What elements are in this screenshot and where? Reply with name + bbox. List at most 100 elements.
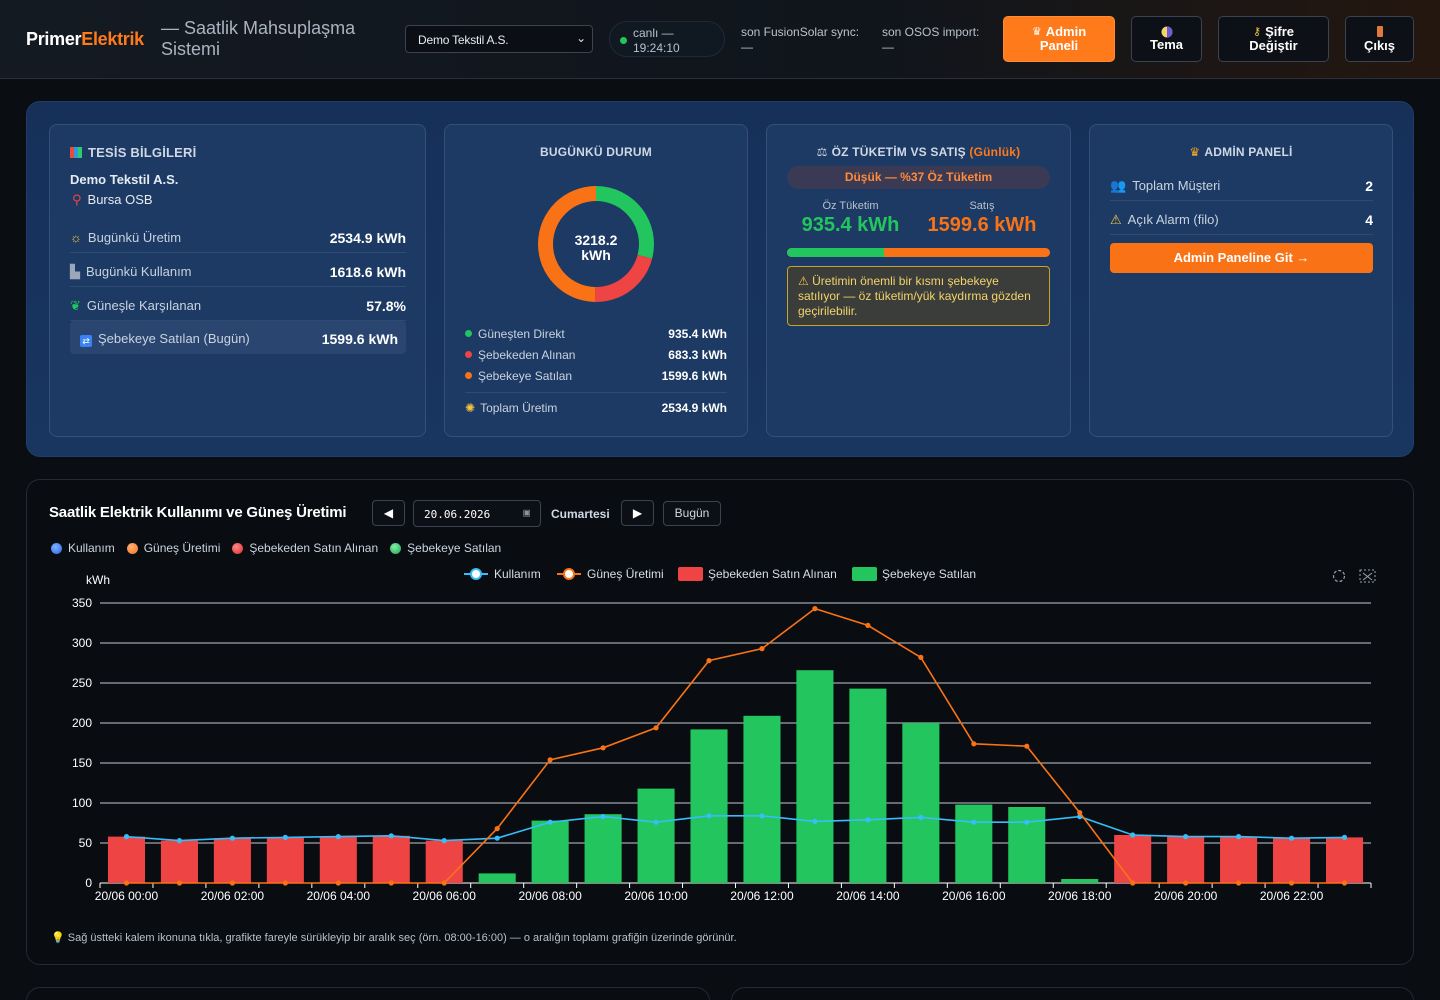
x-tick-label: 20/06 18:00 bbox=[1048, 889, 1112, 903]
legend-swatch bbox=[678, 567, 703, 581]
chart-icon bbox=[70, 147, 82, 158]
x-tick-label: 20/06 02:00 bbox=[201, 889, 265, 903]
x-tick-label: 20/06 04:00 bbox=[307, 889, 371, 903]
donut-slice bbox=[594, 254, 653, 302]
x-tick-label: 20/06 20:00 bbox=[1154, 889, 1218, 903]
data-point bbox=[1130, 832, 1136, 838]
legend-label: Şebekeden Satın Alınan bbox=[708, 567, 837, 581]
facility-row-grid-sold: ⇄ Şebekeye Satılan (Bugün) 1599.6 kWh bbox=[70, 321, 406, 354]
fusion-sync-status: son FusionSolar sync: — bbox=[741, 25, 859, 55]
reset-zoom-cross bbox=[1362, 572, 1373, 581]
divider bbox=[465, 392, 727, 393]
data-point bbox=[123, 880, 130, 886]
sun-icon: ☼ bbox=[70, 230, 82, 245]
brand-primary: Primer bbox=[26, 29, 82, 49]
x-tick-label: 20/06 08:00 bbox=[518, 889, 582, 903]
lower-card-right bbox=[731, 987, 1414, 1000]
today-status-card: BUGÜNKÜ DURUM 3218.2 kWh Güneşten Direkt… bbox=[444, 124, 748, 437]
x-tick-label: 20/06 06:00 bbox=[413, 889, 477, 903]
data-point bbox=[335, 834, 341, 840]
total-production-row: ✺ Toplam Üretim 2534.9 kWh bbox=[465, 401, 727, 421]
today-button[interactable]: Bugün bbox=[663, 501, 721, 526]
admin-btn-line1: Admin bbox=[1045, 24, 1087, 39]
scale-icon: ⚖ bbox=[816, 145, 828, 159]
legend-marker bbox=[563, 568, 575, 580]
data-point bbox=[1288, 835, 1295, 841]
osos-import-status: son OSOS import: — bbox=[882, 25, 979, 55]
data-point bbox=[176, 880, 183, 886]
calendar-icon[interactable]: ▣ bbox=[523, 506, 530, 519]
goto-admin-button[interactable]: Admin Paneline Git → bbox=[1110, 243, 1373, 273]
logout-label: Çıkış bbox=[1363, 37, 1396, 53]
data-point bbox=[388, 880, 394, 886]
data-point bbox=[494, 826, 500, 832]
donut-unit: kWh bbox=[581, 247, 611, 263]
data-point bbox=[1024, 819, 1030, 825]
theme-button[interactable]: Tema bbox=[1131, 16, 1202, 62]
ratio-bar-fill bbox=[787, 248, 885, 257]
data-point bbox=[653, 725, 659, 731]
filter-usage[interactable]: Kullanım bbox=[51, 541, 115, 555]
facility-card: TESİS BİLGİLERİ Demo Tekstil A.S. ⚲ Bursa… bbox=[49, 124, 426, 437]
sale-stat: Satış 1599.6 kWh bbox=[923, 200, 1041, 237]
admin-title-text: ADMİN PANELİ bbox=[1204, 145, 1293, 159]
change-password-button[interactable]: ⚷ Şifre Değiştir bbox=[1218, 16, 1329, 62]
legend-label: Şebekeye Satılan bbox=[882, 567, 976, 581]
bar-grid-out bbox=[1008, 807, 1046, 883]
bar-grid-out bbox=[584, 814, 622, 883]
users-icon: 👥 bbox=[1110, 178, 1127, 193]
filter-solar[interactable]: Güneş Üretimi bbox=[126, 541, 220, 555]
data-point bbox=[494, 835, 500, 841]
reset-zoom-icon[interactable] bbox=[1359, 569, 1376, 583]
live-label: canlı — bbox=[633, 26, 674, 40]
series-line bbox=[126, 607, 1345, 884]
lower-card-left bbox=[26, 987, 710, 1000]
key-icon: ⚷ bbox=[1253, 26, 1262, 38]
x-tick-label: 20/06 10:00 bbox=[624, 889, 688, 903]
row-label: Bugünkü Kullanım bbox=[86, 264, 192, 279]
warning-box: ⚠ Üretimin önemli bir kısmı şebekeye sat… bbox=[787, 266, 1050, 326]
row-value: 4 bbox=[1365, 212, 1373, 228]
hourly-chart[interactable]: kWh 0 50 100 150 200 250 300 350 20/06 00:00 20/06… bbox=[27, 560, 1413, 910]
chart-legend-item: Şebekeye Satılan bbox=[852, 567, 976, 581]
bar-grid-out bbox=[690, 729, 728, 883]
filter-grid-in[interactable]: Şebekeden Satın Alınan bbox=[232, 541, 378, 555]
legend-label: Güneş Üretimi bbox=[587, 567, 664, 581]
row-value: 57.8% bbox=[366, 298, 406, 314]
facility-location: ⚲ Bursa OSB bbox=[72, 192, 153, 208]
logout-button[interactable]: Çıkış bbox=[1345, 16, 1414, 62]
ratio-bar bbox=[787, 248, 1050, 257]
next-day-button[interactable]: ▶ bbox=[621, 500, 654, 526]
legend-label: Kullanım bbox=[494, 567, 541, 581]
bar-grid-in bbox=[1325, 837, 1364, 883]
x-tick-label: 20/06 00:00 bbox=[95, 889, 159, 903]
filter-label: Şebekeden Satın Alınan bbox=[249, 541, 379, 555]
warning-icon: ⚠ bbox=[798, 274, 809, 288]
y-tick-label: 50 bbox=[79, 836, 93, 850]
legend-label: Güneşten Direkt bbox=[478, 327, 565, 341]
data-point bbox=[229, 835, 235, 841]
row-label: Bugünkü Üretim bbox=[87, 230, 182, 245]
theme-label: Tema bbox=[1150, 37, 1183, 52]
company-select[interactable]: Demo Tekstil A.S. ⌄ bbox=[405, 25, 593, 53]
data-point bbox=[1130, 880, 1136, 886]
admin-btn-line2: Paneli bbox=[1039, 38, 1079, 53]
data-point bbox=[176, 838, 183, 844]
legend-swatch bbox=[852, 567, 877, 581]
zoom-select-icon[interactable] bbox=[1332, 569, 1346, 583]
password-btn-line1: Şifre bbox=[1265, 24, 1294, 39]
prev-day-button[interactable]: ◀ bbox=[372, 500, 405, 526]
date-input[interactable]: 20.06.2026 ▣ bbox=[413, 500, 541, 527]
row-label: Toplam Müşteri bbox=[1132, 178, 1221, 193]
filter-grid-out[interactable]: Şebekeye Satılan bbox=[390, 541, 501, 555]
status-badge: Düşük — %37 Öz Tüketim bbox=[787, 166, 1050, 189]
donut-total: 3218.2 bbox=[574, 232, 618, 248]
half-moon-icon bbox=[1161, 26, 1172, 38]
facility-name: Demo Tekstil A.S. bbox=[70, 172, 179, 187]
bar-grid-out bbox=[902, 723, 940, 883]
data-point bbox=[759, 813, 765, 819]
admin-card: ♛ ADMİN PANELİ 👥 Toplam Müşteri 2 ⚠ Açık Al… bbox=[1089, 124, 1393, 437]
admin-panel-button[interactable]: ♛ Admin Paneli bbox=[1003, 16, 1115, 62]
bar-grid-in bbox=[160, 840, 198, 883]
data-point bbox=[441, 838, 447, 844]
